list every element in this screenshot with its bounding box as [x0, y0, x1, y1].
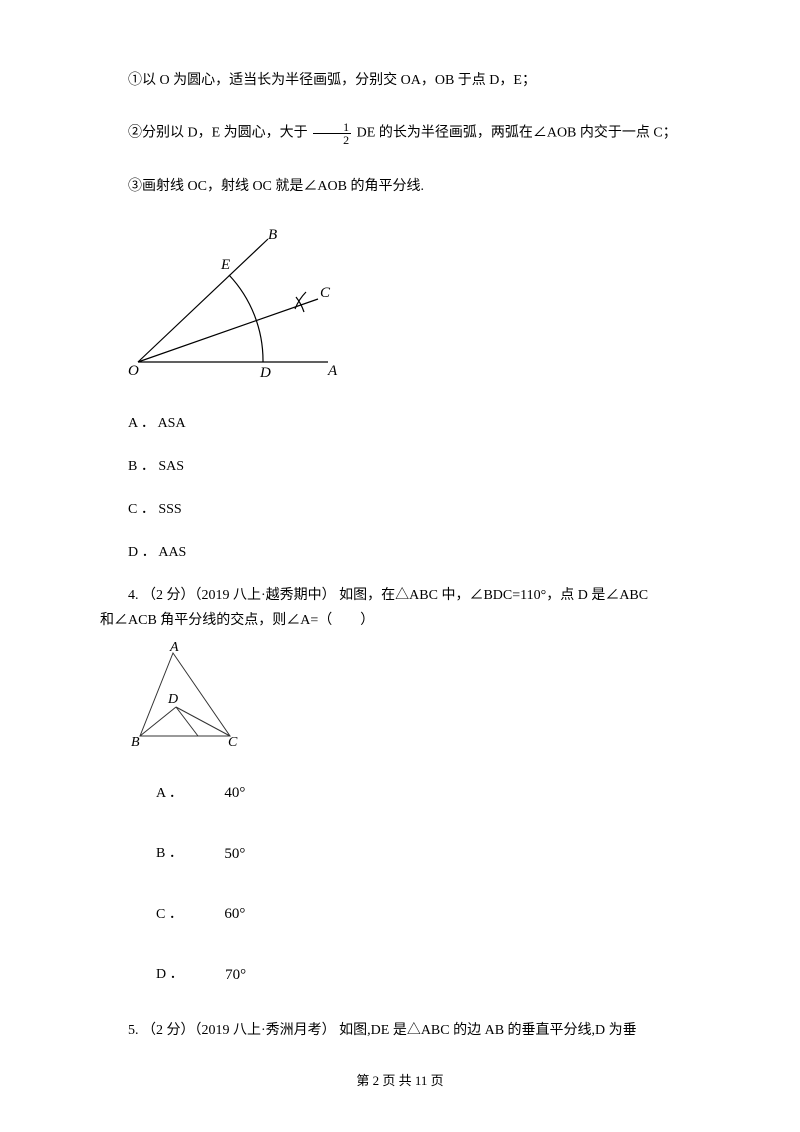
figure1-label-C: C — [320, 285, 331, 301]
step-3-text: ③画射线 OC，射线 OC 就是∠AOB 的角平分线. — [100, 176, 700, 197]
q4-option-C-label: C ． — [128, 904, 183, 925]
q4-option-A-label: A ． — [128, 783, 183, 804]
q4-option-D-value: 70° — [191, 960, 252, 991]
q4-option-C: C ． 60° — [100, 899, 700, 930]
figure2-label-D: D — [167, 692, 178, 707]
fraction-denominator: 2 — [313, 134, 351, 146]
q3-option-B: B ． SAS — [100, 456, 700, 477]
step-2-post: DE 的长为半径画弧，两弧在∠AOB 内交于一点 C； — [357, 126, 677, 141]
figure1-label-E: E — [220, 257, 230, 273]
q4-stem-line2: 和∠ACB 角平分线的交点，则∠A=（ ） — [100, 610, 700, 631]
q3-option-C: C ． SSS — [100, 499, 700, 520]
q4-stem-line1: 4. （2 分）（2019 八上·越秀期中） 如图，在△ABC 中，∠BDC=1… — [100, 585, 700, 606]
q3-option-D: D ． AAS — [100, 542, 700, 563]
figure-angle-bisector: O A B C D E — [128, 227, 700, 389]
figure2-label-A: A — [169, 641, 179, 655]
q4-option-A: A ． 40° — [100, 778, 700, 809]
q3-option-A: A ． ASA — [100, 413, 700, 434]
q4-option-B-value: 50° — [190, 839, 251, 870]
q4-option-C-value: 60° — [190, 899, 251, 930]
figure1-label-O: O — [128, 363, 139, 379]
q4-option-B: B ． 50° — [100, 839, 700, 870]
q5-stem: 5. （2 分）（2019 八上·秀洲月考） 如图,DE 是△ABC 的边 AB… — [100, 1020, 700, 1041]
figure1-label-B: B — [268, 227, 277, 243]
q4-option-D: D ． 70° — [100, 960, 700, 991]
q4-option-B-label: B ． — [128, 843, 183, 864]
page-footer: 第 2 页 共 11 页 — [0, 1071, 800, 1091]
fraction-one-half: 1 2 — [313, 121, 351, 146]
q4-option-A-value: 40° — [190, 778, 251, 809]
figure2-label-C: C — [228, 735, 238, 750]
step-1-text: ①以 O 为圆心，适当长为半径画弧，分别交 OA，OB 于点 D，E； — [100, 70, 700, 91]
figure1-label-A: A — [327, 363, 338, 379]
figure-1-svg: O A B C D E — [128, 227, 348, 382]
figure-triangle-abc: A B C D — [128, 641, 700, 758]
q4-option-D-label: D ． — [128, 964, 184, 985]
figure2-label-B: B — [131, 735, 140, 750]
step-2-pre: ②分别以 D，E 为圆心，大于 — [128, 126, 311, 141]
figure1-label-D: D — [259, 365, 271, 381]
figure-2-svg: A B C D — [128, 641, 248, 751]
step-2-text: ②分别以 D，E 为圆心，大于 1 2 DE 的长为半径画弧，两弧在∠AOB 内… — [100, 121, 700, 146]
